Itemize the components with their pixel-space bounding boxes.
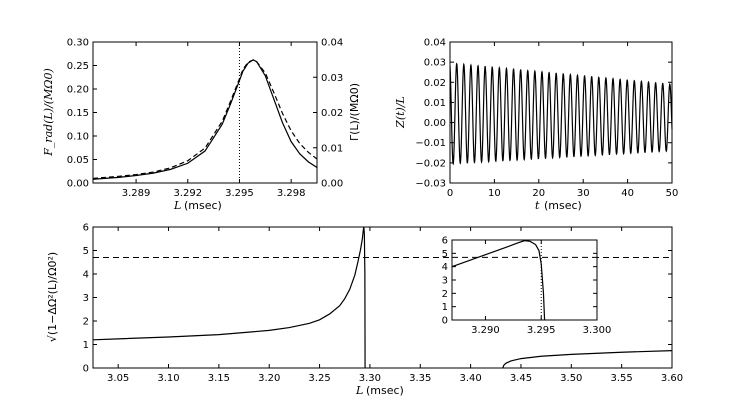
panel-b-frame (449, 41, 673, 184)
panel-b-ytick-label: 0.00 (424, 118, 446, 129)
inset-xtick-label: 3.290 (471, 325, 500, 336)
inset-ytick-label: 2 (442, 289, 448, 300)
panel-a-ytick-label: 0.00 (67, 179, 89, 190)
panel-c-xtick-label: 3.30 (359, 373, 381, 384)
inset-ytick-label: 5 (442, 249, 448, 260)
panel-c-xtick-label: 3.45 (510, 373, 532, 384)
panel-c-ytick-label: 1 (83, 340, 89, 351)
panel-c-series-1 (93, 227, 366, 368)
panel-a-xtick-label: 3.292 (173, 188, 202, 199)
panel-c-xtick-label: 3.15 (208, 373, 230, 384)
panel-a-xtick-label: 3.295 (225, 188, 254, 199)
panel-b: 0 10 20 30 40 50 −0.03 −0.02 −0.01 0.00 0.01 0.02 0.… (394, 38, 678, 213)
inset-ytick-label: 0 (442, 316, 448, 327)
panel-a-ytick-label-right: 0.04 (321, 38, 343, 49)
panel-a-series-frad (93, 59, 317, 180)
panel-c-series-2 (502, 350, 672, 368)
panel-b-xtick-label: 0 (447, 188, 453, 199)
panel-a-ytick-label: 0.05 (67, 155, 89, 166)
panel-c-xlabel-var: L (355, 384, 363, 397)
panel-a-ytick-label-right: 0.00 (321, 179, 343, 190)
panel-c-xtick-label: 3.50 (560, 373, 582, 384)
panel-c-ytick-label: 2 (83, 317, 89, 328)
panel-c-ytick-label: 4 (83, 270, 89, 281)
panel-b-xtick-label: 30 (577, 188, 590, 199)
inset-ytick-label: 1 (442, 302, 448, 313)
inset-xtick-label: 3.300 (583, 325, 612, 336)
panel-a-ytick-label: 0.15 (67, 108, 89, 119)
panel-c-xtick-label: 3.20 (258, 373, 280, 384)
inset-ytick-label: 4 (442, 262, 448, 273)
panel-a-series-gamma (93, 59, 317, 180)
panel-a-ytick-label-right: 0.03 (321, 73, 343, 84)
panel-c-xtick-label: 3.25 (308, 373, 330, 384)
panel-b-ytick-label: 0.01 (424, 98, 446, 109)
panel-c-ytick-label: 5 (83, 246, 89, 257)
panel-c-xtick-label: 3.40 (459, 373, 481, 384)
panel-c: 3.05 3.10 3.15 3.20 3.25 3.30 3.35 3.40 3.45 3.50… (46, 223, 683, 398)
panel-a-ytick-label: 0.25 (67, 61, 89, 72)
panel-c-xlabel-unit: (msec) (366, 384, 404, 397)
panel-a-ytick-label: 0.10 (67, 132, 89, 143)
inset-series-zoom (452, 240, 546, 320)
panel-b-xtick-label: 20 (532, 188, 545, 199)
panel-c-xtick-label: 3.35 (409, 373, 431, 384)
panel-c-xtick-label: 3.05 (107, 373, 129, 384)
panel-b-ytick-label: 0.02 (424, 78, 446, 89)
panel-c-ylabel: √(1−ΔΩ²(L)/Ω0²) (46, 252, 59, 342)
panel-a-ylabel-left: F_rad(L)/(MΩ0) (42, 68, 55, 157)
panel-c-ytick-label: 3 (83, 293, 89, 304)
panel-b-xlabel-unit: (msec) (544, 199, 582, 212)
panel-c-ytick-label: 6 (83, 223, 89, 234)
panel-b-xtick-label: 40 (621, 188, 634, 199)
panel-b-ylabel: Z(t)/L (394, 96, 407, 129)
panel-a-xtick-label: 3.298 (277, 188, 306, 199)
inset-ytick-label: 6 (442, 236, 448, 247)
panel-c-ytick-label: 0 (83, 364, 89, 375)
panel-c-xtick-label: 3.10 (157, 373, 179, 384)
inset-xtick-label: 3.295 (527, 325, 556, 336)
panel-b-series-z (449, 62, 673, 166)
panel-b-xlabel-var: t (535, 199, 540, 212)
panel-c-xtick-label: 3.60 (661, 373, 683, 384)
panel-a-xlabel-unit: (msec) (184, 199, 222, 212)
inset-background (452, 240, 597, 320)
panel-b-ytick-label: 0.04 (424, 38, 446, 49)
panel-a-ylabel-right: Γ(L)/(MΩ0) (348, 83, 361, 141)
panel-b-xtick-label: 10 (488, 188, 501, 199)
inset-ytick-label: 3 (442, 276, 448, 287)
panel-a-frame (92, 41, 318, 184)
panel-a-xlabel-var: L (173, 199, 181, 212)
panel-c-xtick-label: 3.55 (611, 373, 633, 384)
panel-b-xtick-label: 50 (666, 188, 679, 199)
panel-c-inset: 3.290 3.295 3.300 0 1 2 3 4 5 6 (442, 236, 612, 337)
panel-b-ytick-label: −0.03 (415, 179, 446, 190)
panel-a-ytick-label-right: 0.01 (321, 143, 343, 154)
panel-b-ytick-label: −0.01 (415, 138, 446, 149)
panel-a-ytick-label: 0.20 (67, 85, 89, 96)
panel-a-ytick-label: 0.30 (67, 38, 89, 49)
panel-a-xtick-label: 3.289 (122, 188, 151, 199)
panel-a: 3.289 3.292 3.295 3.298 0.00 0.05 0.10 0.15 0.20… (42, 38, 361, 213)
panel-a-ytick-label-right: 0.02 (321, 108, 343, 119)
panel-b-ytick-label: 0.03 (424, 58, 446, 69)
panel-b-ytick-label: −0.02 (415, 158, 446, 169)
